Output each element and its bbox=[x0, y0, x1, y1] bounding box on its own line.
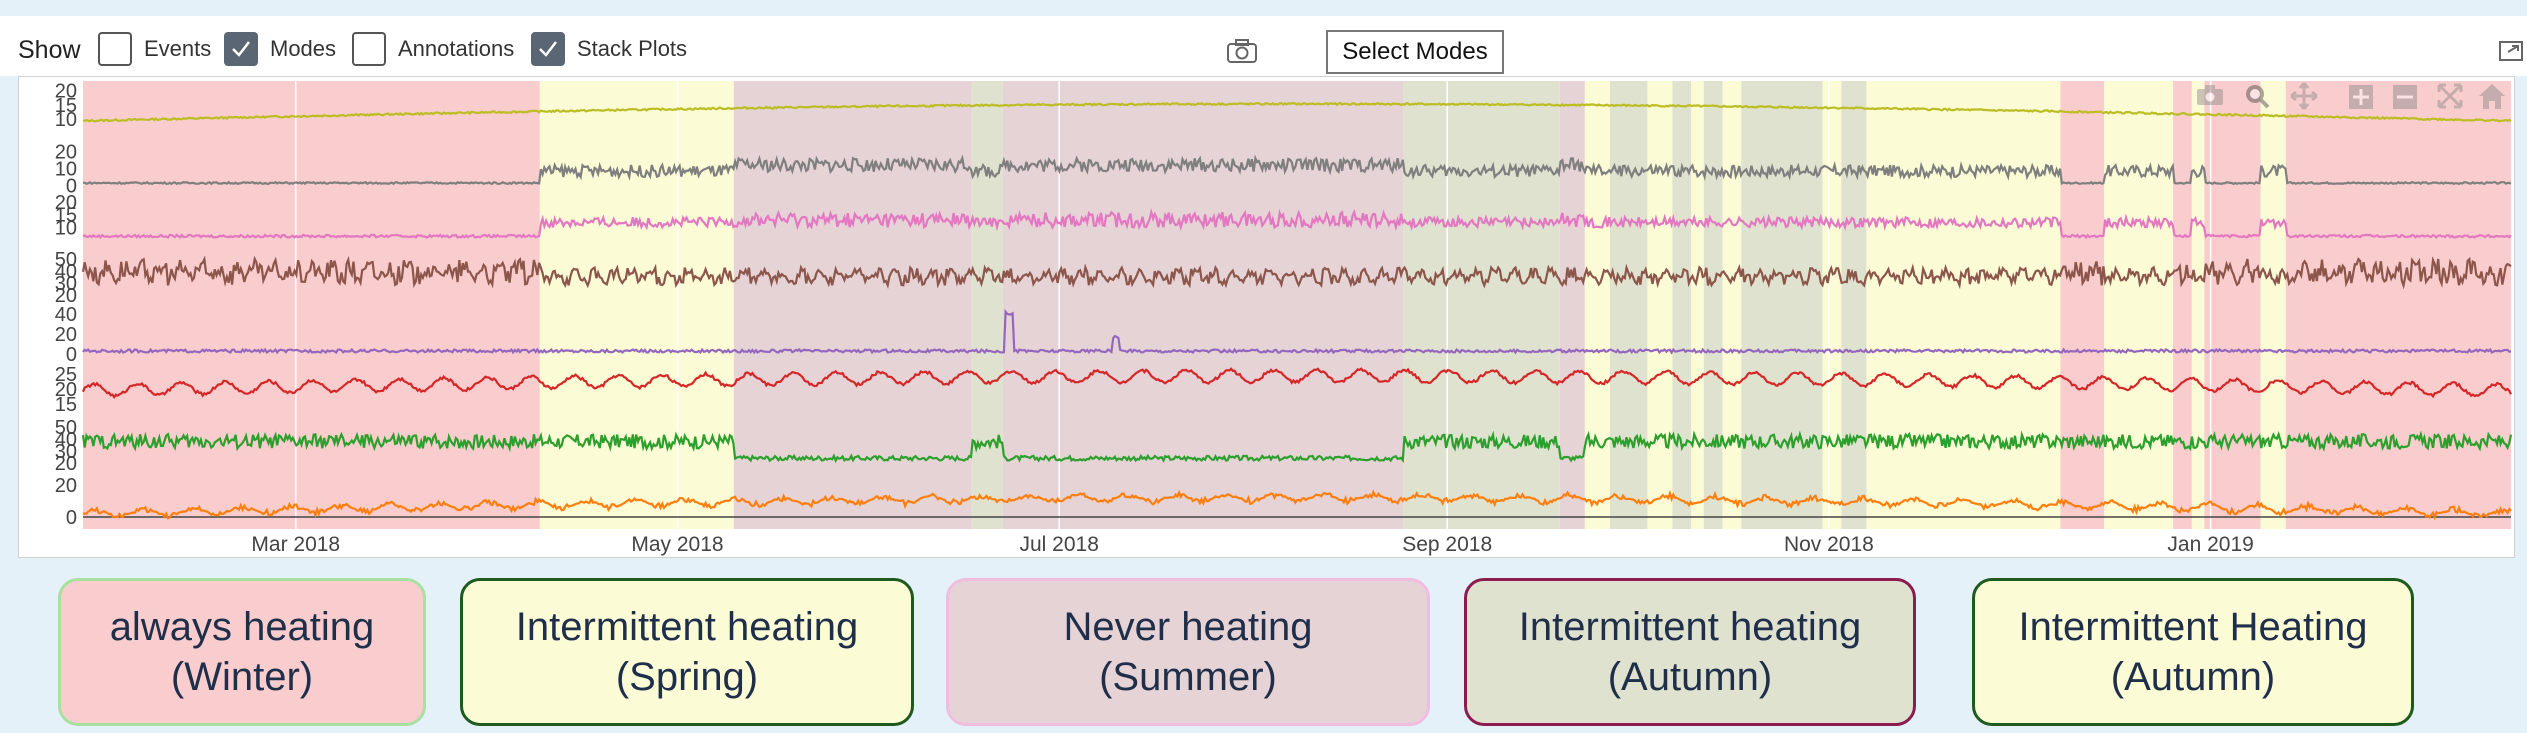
y-tick-label: 10 bbox=[55, 217, 77, 239]
mode-band-autumn_b bbox=[1823, 81, 1842, 529]
mode-band-autumn_a bbox=[1704, 81, 1723, 529]
mode-band-winter bbox=[2173, 81, 2192, 529]
y-tick-label: 20 bbox=[55, 324, 77, 346]
mode-band-winter bbox=[2060, 81, 2104, 529]
stack-plots-label: Stack Plots bbox=[577, 36, 687, 62]
stack-plots-toggle[interactable]: Stack Plots bbox=[531, 32, 687, 66]
zoom-out-icon[interactable] bbox=[2393, 85, 2417, 109]
x-tick-label: Jan 2019 bbox=[2167, 533, 2253, 556]
mode-band-autumn_a bbox=[1403, 81, 1559, 529]
plot-panel: 20 15 10 20 10 0 20 15 10 50 40 30 20 40 20 0 25 20 15 50 40… bbox=[18, 76, 2515, 558]
mode-band-autumn_b bbox=[1647, 81, 1672, 529]
mode-band-winter bbox=[2204, 81, 2260, 529]
mode-band-spring bbox=[2192, 81, 2205, 529]
mode-band-summer bbox=[1560, 81, 1585, 529]
legend-autumn-b[interactable]: Intermittent Heating (Autumn) bbox=[1972, 578, 2414, 726]
legend-spring[interactable]: Intermittent heating (Spring) bbox=[460, 578, 914, 726]
mode-band-autumn_a bbox=[1610, 81, 1648, 529]
stacked-time-series-chart[interactable]: 2015102010020151050403020402002520155040… bbox=[19, 77, 2514, 557]
mode-band-spring bbox=[2104, 81, 2173, 529]
stack-plots-checkbox[interactable] bbox=[531, 32, 565, 66]
legend-autumn-a[interactable]: Intermittent heating (Autumn) bbox=[1464, 578, 1916, 726]
y-tick-label: 0 bbox=[66, 344, 77, 366]
x-tick-label: Nov 2018 bbox=[1784, 533, 1874, 556]
legend-summer[interactable]: Never heating (Summer) bbox=[946, 578, 1430, 726]
mode-band-autumn_a bbox=[1741, 81, 1822, 529]
y-tick-label: 40 bbox=[55, 304, 77, 326]
annotations-checkbox[interactable] bbox=[352, 32, 386, 66]
mode-band-autumn_a bbox=[1841, 81, 1866, 529]
x-tick-label: Sep 2018 bbox=[1402, 533, 1492, 556]
y-tick-label: 15 bbox=[55, 394, 77, 416]
y-tick-label: 20 bbox=[55, 453, 77, 475]
modes-label: Modes bbox=[270, 36, 336, 62]
mode-band-spring bbox=[1866, 81, 2060, 529]
zoom-in-icon[interactable] bbox=[2349, 85, 2373, 109]
mode-band-autumn_b bbox=[1585, 81, 1610, 529]
annotations-label: Annotations bbox=[398, 36, 514, 62]
mode-band-winter bbox=[2286, 81, 2511, 529]
mode-band-autumn_a bbox=[1672, 81, 1691, 529]
y-tick-label: 0 bbox=[66, 507, 77, 529]
events-checkbox[interactable] bbox=[98, 32, 132, 66]
camera-icon[interactable] bbox=[1226, 38, 1258, 69]
checkmark-icon bbox=[537, 38, 559, 60]
x-tick-label: Mar 2018 bbox=[251, 533, 340, 556]
mode-band-autumn_b bbox=[1691, 81, 1704, 529]
controls-toolbar: Show Events Modes Annotations Stack Plot… bbox=[0, 16, 2527, 76]
show-label: Show bbox=[18, 36, 81, 65]
mode-band-autumn_b bbox=[1723, 81, 1742, 529]
x-tick-label: May 2018 bbox=[631, 533, 723, 556]
mode-band-summer bbox=[1003, 81, 1403, 529]
mode-band-winter bbox=[83, 81, 540, 529]
events-toggle[interactable]: Events bbox=[98, 32, 211, 66]
annotations-toggle[interactable]: Annotations bbox=[352, 32, 514, 66]
select-modes-button[interactable]: Select Modes bbox=[1326, 30, 1504, 74]
modes-toggle[interactable]: Modes bbox=[224, 32, 336, 66]
y-tick-label: 10 bbox=[55, 109, 77, 131]
mode-band-spring bbox=[540, 81, 734, 529]
events-label: Events bbox=[144, 36, 211, 62]
mode-band-spring bbox=[2261, 81, 2286, 529]
expand-icon[interactable] bbox=[2498, 38, 2526, 69]
x-tick-label: Jul 2018 bbox=[1020, 533, 1099, 556]
mode-band-autumn_a bbox=[972, 81, 1003, 529]
legend-winter[interactable]: always heating (Winter) bbox=[58, 578, 426, 726]
y-tick-label: 20 bbox=[55, 475, 77, 497]
modes-checkbox[interactable] bbox=[224, 32, 258, 66]
checkmark-icon bbox=[230, 38, 252, 60]
